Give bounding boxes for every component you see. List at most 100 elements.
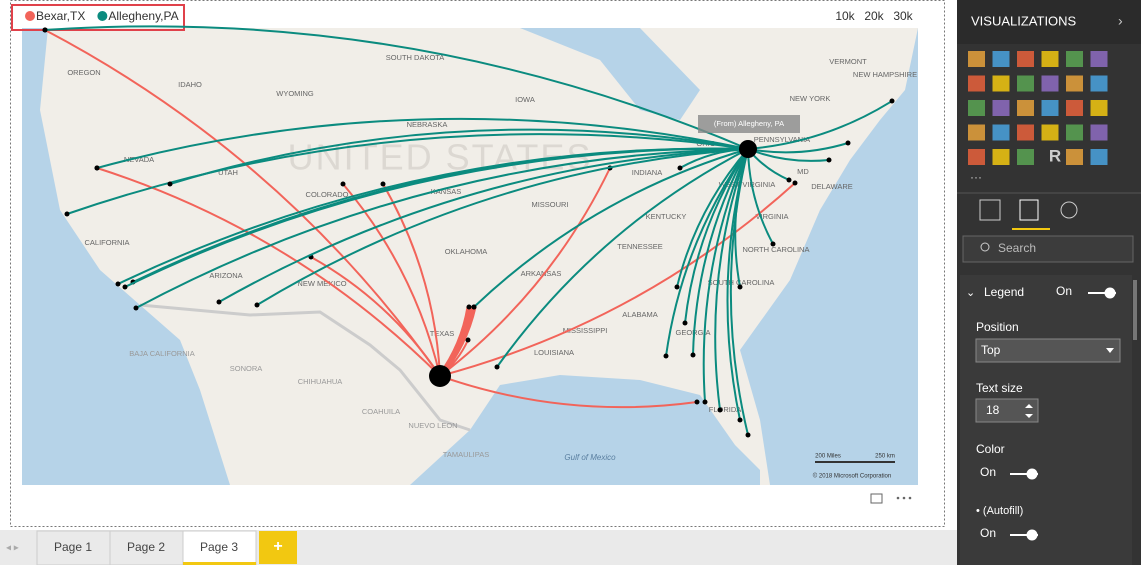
zoom-button[interactable]: 20k — [864, 9, 884, 23]
flow-line — [729, 148, 749, 436]
flow-endpoint — [677, 165, 683, 171]
field-label: Color — [976, 442, 1005, 456]
flow-line — [310, 256, 441, 377]
region-label: UTAH — [218, 168, 238, 177]
origin — [429, 365, 451, 387]
viz-icon[interactable] — [968, 51, 985, 67]
tab-indicator — [183, 562, 256, 565]
spin-down — [1025, 414, 1033, 418]
tab-label: Page 3 — [200, 540, 238, 554]
tooltip-bg — [698, 115, 800, 133]
r-icon[interactable]: R — [1049, 146, 1061, 165]
tab-format[interactable] — [1019, 199, 1039, 221]
viz-icon[interactable] — [1017, 51, 1034, 67]
region-label: VERMONT — [829, 57, 867, 66]
flow-line — [473, 148, 749, 308]
flow-endpoint — [471, 304, 477, 310]
flow-line — [747, 100, 893, 150]
region-label: BAJA CALIFORNIA — [129, 349, 194, 358]
toggle-state: On — [1056, 284, 1072, 298]
tooltip: (From) Allegheny, PA — [714, 119, 784, 128]
viz-icon[interactable] — [992, 124, 1010, 141]
search-box[interactable] — [962, 235, 1134, 263]
viz-icon[interactable] — [1041, 51, 1059, 67]
water-label: Gulf of Mexico — [564, 453, 616, 462]
region-label: PENNSYLVANIA — [754, 135, 810, 144]
add-tab[interactable] — [259, 531, 297, 564]
atlantic — [740, 28, 918, 485]
spinner[interactable] — [975, 398, 1039, 423]
viz-icon[interactable] — [1066, 100, 1083, 116]
legend-label: Bexar,TX — [36, 9, 85, 23]
viz-icon[interactable] — [968, 100, 985, 116]
flow-endpoint — [674, 284, 680, 290]
viz-icon[interactable] — [992, 100, 1010, 116]
border — [139, 303, 471, 432]
region-label: OREGON — [67, 68, 100, 77]
region-label: NEW HAMPSHIRE — [853, 70, 917, 79]
tab[interactable] — [109, 530, 184, 566]
zoom-button[interactable]: 30k — [893, 9, 913, 23]
viz-icon[interactable] — [992, 149, 1010, 165]
region-label: ARKANSAS — [521, 269, 562, 278]
tab[interactable] — [182, 530, 257, 566]
region-label: NUEVO LEON — [408, 421, 457, 430]
flow-endpoint — [770, 241, 776, 247]
viz-icon[interactable] — [1017, 149, 1034, 165]
viz-icon[interactable] — [1066, 75, 1083, 92]
viz-icon[interactable] — [1041, 75, 1059, 92]
tab-fields[interactable] — [979, 199, 1001, 221]
tab-nav: ◂ ▸ — [6, 543, 19, 554]
legend-marker — [97, 11, 108, 21]
legend-label: Allegheny,PA — [108, 9, 178, 23]
viz-icon[interactable] — [1090, 149, 1108, 165]
viz-icon[interactable] — [1066, 149, 1083, 165]
region-label: TENNESSEE — [617, 242, 662, 251]
viz-icon[interactable] — [968, 149, 985, 165]
viz-icon[interactable] — [968, 75, 985, 92]
scale-km: 250 km — [875, 454, 895, 460]
viz-icon[interactable] — [968, 124, 985, 141]
viz-icon[interactable] — [992, 51, 1010, 67]
tab-analytics[interactable] — [1060, 201, 1078, 219]
more-viz: ··· — [970, 170, 982, 184]
flow-line — [124, 147, 749, 288]
tab[interactable] — [36, 530, 111, 566]
region-label: WEST VIRGINIA — [719, 180, 776, 189]
viz-icon[interactable] — [1090, 75, 1108, 92]
flow-line — [256, 148, 749, 306]
region-label: GEORGIA — [675, 328, 710, 337]
viz-icon[interactable] — [1090, 51, 1108, 67]
flow-line — [692, 148, 749, 356]
flow-endpoint — [690, 352, 696, 358]
viz-icon[interactable] — [1017, 124, 1034, 141]
dropdown-arrow — [1106, 348, 1114, 353]
region-label: NEW YORK — [790, 94, 831, 103]
flow-line — [676, 148, 749, 288]
flow-line — [342, 183, 441, 377]
viz-icon[interactable] — [1090, 124, 1108, 141]
flow-endpoint — [717, 407, 723, 413]
viz-icon[interactable] — [992, 75, 1010, 92]
toggle-knob — [1026, 468, 1038, 480]
viz-icon[interactable] — [1017, 100, 1034, 116]
flow-line — [44, 25, 749, 150]
copyright: © 2018 Microsoft Corporation — [813, 473, 891, 480]
viz-icon[interactable] — [1090, 100, 1108, 116]
region-label: MISSOURI — [531, 200, 568, 209]
flow-line — [734, 148, 749, 288]
viz-icon[interactable] — [1066, 51, 1083, 67]
viz-icon[interactable] — [1017, 75, 1034, 92]
flow-line — [96, 117, 749, 169]
viz-icon[interactable] — [1041, 124, 1059, 141]
origin — [739, 140, 757, 158]
viz-icon[interactable] — [1041, 100, 1059, 116]
tab-label: Page 1 — [54, 540, 92, 554]
search-icon — [980, 242, 990, 252]
flow-line — [169, 128, 749, 185]
viz-icon[interactable] — [1066, 124, 1083, 141]
flow-line — [135, 148, 749, 309]
dropdown[interactable] — [975, 338, 1121, 363]
flow-line — [496, 148, 749, 368]
zoom-button[interactable]: 10k — [835, 9, 855, 23]
